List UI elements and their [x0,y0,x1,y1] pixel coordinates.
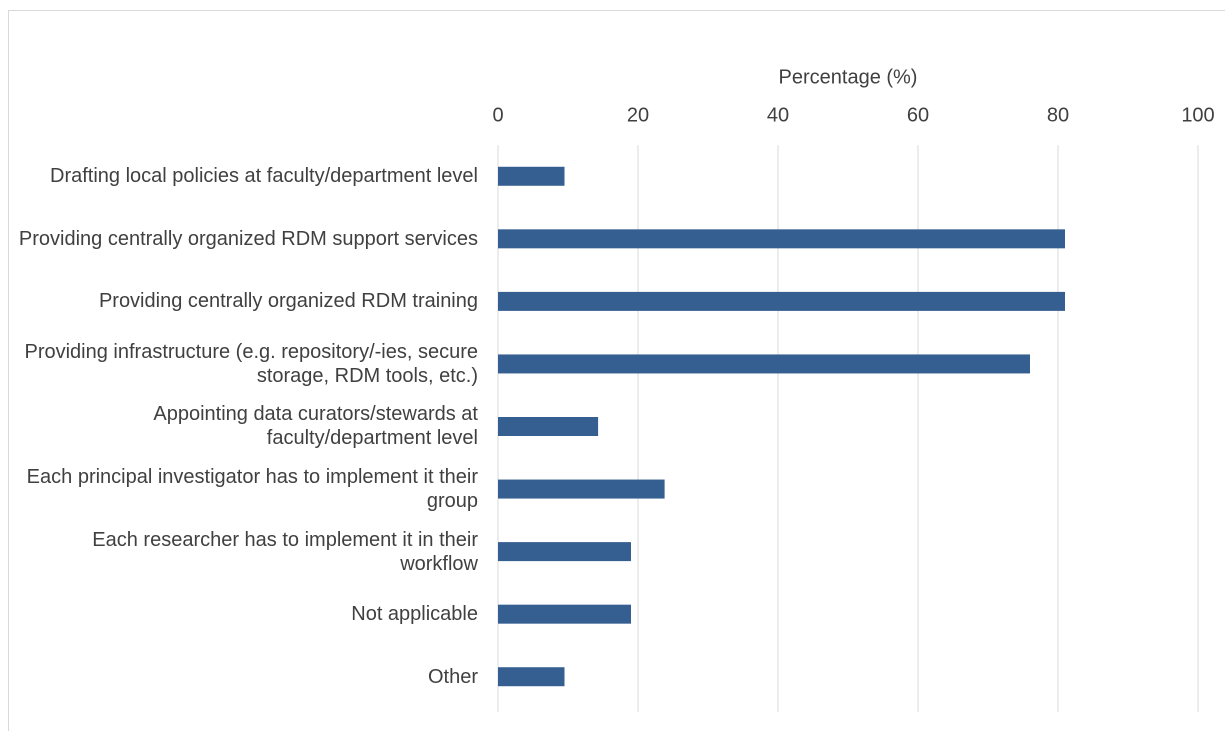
bar [498,417,599,436]
bar [498,354,1030,374]
bar [498,291,1065,311]
x-axis-title: Percentage (%) [779,66,918,88]
x-tick-label: 20 [627,104,649,126]
x-tick-label: 80 [1047,104,1069,126]
y-tick-label: Providing centrally organized RDM traini… [98,290,478,313]
bar [498,667,565,687]
bar [498,229,1065,249]
x-tick-label: 60 [907,104,929,126]
y-tick-label: Other [427,665,478,688]
y-tick-label: Drafting local policies at faculty/depar… [50,165,478,188]
bar [498,479,665,499]
y-tick-label: Each researcher has to implement it in t… [92,528,478,575]
bar [498,166,565,186]
x-tick-label: 0 [492,104,503,126]
y-tick-label: Providing centrally organized RDM suppor… [18,227,478,250]
bar [498,604,631,624]
y-tick-label: Not applicable [351,603,478,626]
y-tick-label: Each principal investigator has to imple… [26,466,478,513]
y-tick-label: Providing infrastructure (e.g. repositor… [24,340,478,387]
bar [498,542,631,562]
y-tick-label: Appointing data curators/stewards at fac… [153,403,478,450]
chart-frame [8,10,1225,731]
x-tick-label: 100 [1181,104,1214,126]
x-tick-label: 40 [767,104,789,126]
